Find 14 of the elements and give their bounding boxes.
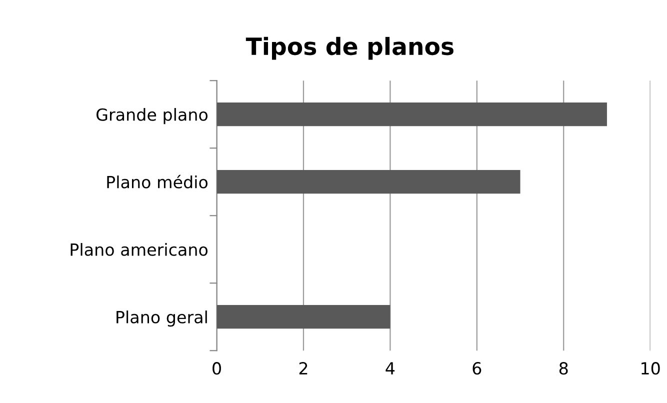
x-tick-label: 0 <box>212 362 221 375</box>
x-tick-label: 10 <box>642 362 660 375</box>
x-tick-label: 2 <box>299 362 308 374</box>
y-tick-label: Plano geral <box>116 310 207 327</box>
y-tick-label: Plano médio <box>107 174 208 188</box>
x-tick-label: 6 <box>472 362 482 375</box>
bar <box>216 305 390 329</box>
x-tick-label: 8 <box>559 362 568 375</box>
bar <box>216 170 520 194</box>
x-tick-label: 4 <box>386 362 395 374</box>
bar <box>216 102 607 126</box>
y-tick-label: Grande plano <box>96 108 208 124</box>
y-tick-label: Plano americano <box>70 243 208 256</box>
chart-title: Tipos de planos <box>246 36 454 60</box>
